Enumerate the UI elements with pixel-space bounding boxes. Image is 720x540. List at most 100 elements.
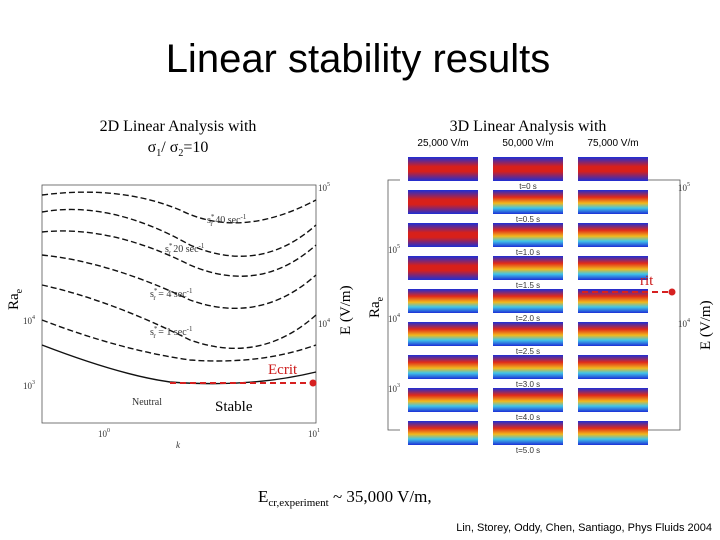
eq: = 4 sec bbox=[156, 289, 187, 300]
sub: e bbox=[14, 288, 25, 293]
exp: 4 bbox=[687, 318, 690, 324]
sim-frame bbox=[578, 190, 648, 214]
ecrit-point bbox=[309, 379, 317, 387]
stable-label: Stable bbox=[215, 399, 253, 415]
y-tick-label: 103 bbox=[23, 380, 35, 391]
exp: 4 bbox=[32, 315, 35, 321]
neutral-label: Neutral bbox=[132, 397, 162, 408]
y2-tick-label: 105 bbox=[318, 182, 330, 193]
y-axis-label: Rae bbox=[367, 296, 386, 318]
eq: 40 sec bbox=[213, 215, 241, 226]
sup: * bbox=[154, 287, 158, 295]
y2-axis-label: E (V/m) bbox=[698, 300, 714, 350]
sim-frame bbox=[493, 322, 563, 346]
exp: -1 bbox=[187, 287, 193, 295]
exp: 5 bbox=[687, 182, 690, 188]
column-label: 50,000 V/m bbox=[502, 138, 553, 149]
base: 10 bbox=[388, 384, 398, 394]
sim-frame bbox=[578, 256, 648, 280]
time-label: t=2.0 s bbox=[516, 314, 540, 323]
curve bbox=[41, 191, 317, 224]
base: 10 bbox=[678, 319, 688, 329]
curve-label: s* r = 1 sec-1 bbox=[150, 325, 193, 340]
exp: 5 bbox=[327, 182, 330, 188]
time-label: t=1.0 s bbox=[516, 248, 540, 257]
base: 10 bbox=[318, 319, 328, 329]
time-label: t=5.0 s bbox=[516, 446, 540, 455]
tail: ~ 35,000 V/m, bbox=[329, 487, 432, 506]
sim-frame bbox=[408, 388, 478, 412]
base: 10 bbox=[388, 245, 398, 255]
eq: = 1 sec bbox=[156, 327, 187, 338]
sub: e bbox=[375, 296, 386, 301]
sim-frame bbox=[578, 388, 648, 412]
exp: -1 bbox=[187, 325, 193, 333]
sym: σ bbox=[148, 139, 157, 156]
s: s bbox=[150, 289, 154, 300]
y2-tick-label: 104 bbox=[318, 318, 330, 329]
curve bbox=[41, 254, 317, 310]
left-heading: 2D Linear Analysis with bbox=[100, 118, 257, 135]
ecrit-label: Ecrit bbox=[268, 362, 298, 378]
sim-frame bbox=[408, 355, 478, 379]
sub: r bbox=[153, 294, 156, 302]
base: Ra bbox=[6, 293, 22, 310]
y-tick-label: 103 bbox=[388, 383, 400, 394]
exp: 3 bbox=[397, 383, 400, 389]
base: 10 bbox=[318, 183, 328, 193]
base: 10 bbox=[98, 429, 108, 439]
base: 10 bbox=[23, 316, 33, 326]
sim-frame bbox=[578, 223, 648, 247]
curve bbox=[41, 284, 317, 350]
y-axis-label: Rae bbox=[6, 288, 25, 310]
ecrit-label: rit bbox=[640, 273, 654, 289]
sym: / σ bbox=[161, 139, 178, 156]
sub: 2 bbox=[178, 148, 183, 159]
column-label: 75,000 V/m bbox=[587, 138, 638, 149]
sub: cr,experiment bbox=[268, 497, 328, 509]
curve-label: s* r 20 sec-1 bbox=[165, 242, 205, 257]
s: s bbox=[165, 244, 169, 255]
x-axis-label: k bbox=[176, 440, 181, 450]
sim-frame bbox=[493, 157, 563, 181]
time-label: t=0 s bbox=[519, 182, 537, 191]
ecrit-point bbox=[668, 288, 676, 296]
time-label: t=0.5 s bbox=[516, 215, 540, 224]
base: 10 bbox=[388, 314, 398, 324]
ratio: σ1/ σ2=10 bbox=[148, 139, 209, 159]
base: 10 bbox=[23, 381, 33, 391]
base: Ra bbox=[367, 301, 383, 318]
sim-frame bbox=[578, 355, 648, 379]
y-tick-label: 104 bbox=[23, 315, 35, 326]
sup: * bbox=[169, 242, 173, 250]
x-tick-label: 100 bbox=[98, 428, 110, 439]
eq: 20 sec bbox=[171, 244, 199, 255]
y2-tick-label: 105 bbox=[678, 182, 690, 193]
time-label: t=4.0 s bbox=[516, 413, 540, 422]
sub: r bbox=[210, 220, 213, 228]
curve bbox=[41, 208, 317, 257]
sim-frame bbox=[493, 421, 563, 445]
s: s bbox=[207, 215, 211, 226]
footer-note: Ecr,experiment ~ 35,000 V/m, bbox=[258, 487, 432, 509]
exp: 4 bbox=[397, 313, 400, 319]
exp: 0 bbox=[107, 428, 110, 434]
sim-frame bbox=[408, 322, 478, 346]
sub: r bbox=[168, 249, 171, 257]
sup: * bbox=[154, 325, 158, 333]
exp: 5 bbox=[397, 244, 400, 250]
curve-label: s* r 40 sec-1 bbox=[207, 213, 247, 228]
time-label: t=1.5 s bbox=[516, 281, 540, 290]
exp: -1 bbox=[199, 242, 205, 250]
base: E bbox=[258, 487, 268, 506]
curve-label: s* r = 4 sec-1 bbox=[150, 287, 193, 302]
curves bbox=[41, 191, 317, 385]
s: s bbox=[150, 327, 154, 338]
curve bbox=[41, 230, 317, 277]
exp: 1 bbox=[317, 428, 320, 434]
y-tick-label: 105 bbox=[388, 244, 400, 255]
slide-title: Linear stability results bbox=[166, 37, 551, 81]
sim-frame bbox=[408, 190, 478, 214]
sim-frame bbox=[578, 157, 648, 181]
